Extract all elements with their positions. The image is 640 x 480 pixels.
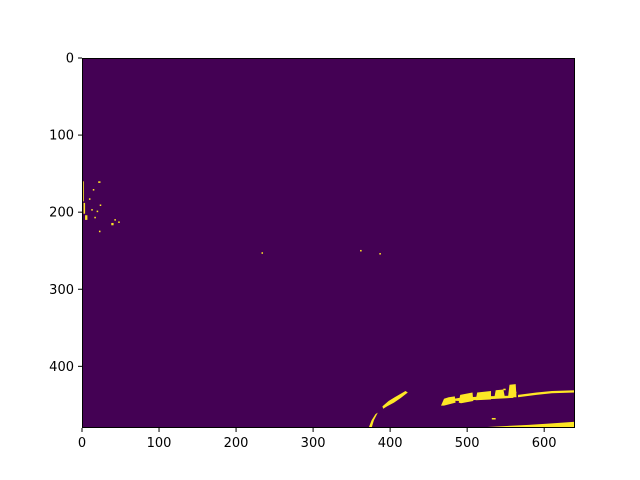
heatmap-cell-region-28 <box>491 417 496 420</box>
y-tick-label: 300 <box>49 283 74 298</box>
x-axis: 0 100 200 300 400 500 600 <box>78 428 557 451</box>
heatmap-cell-region-1 <box>83 202 86 214</box>
heatmap-cell-region-8 <box>98 181 101 183</box>
heatmap-regions <box>82 181 575 428</box>
x-tick-label: 500 <box>455 436 480 451</box>
heatmap-background <box>82 58 575 428</box>
heatmap-cell-region-3 <box>88 198 91 200</box>
heatmap-cell-region-24 <box>444 395 514 401</box>
heatmap-cell-region-18 <box>382 391 408 409</box>
heatmap-cell-region-2 <box>85 215 88 220</box>
y-tick-label: 400 <box>49 360 74 375</box>
heatmap-cell-region-16 <box>379 253 381 255</box>
y-tick-label: 100 <box>49 129 74 144</box>
heatmap-cell-region-25 <box>518 390 575 398</box>
heatmap-cell-region-5 <box>92 189 95 191</box>
x-tick-label: 400 <box>378 436 403 451</box>
y-axis: 0 100 200 300 400 <box>49 52 82 375</box>
heatmap-cell-region-15 <box>360 249 362 252</box>
x-tick-label: 200 <box>224 436 249 451</box>
heatmap-cell-region-14 <box>261 252 264 254</box>
heatmap-cell-region-6 <box>94 216 96 219</box>
x-tick-label: 0 <box>78 436 86 451</box>
heatmap-cell-region-23 <box>508 384 517 398</box>
plot-area <box>82 58 575 428</box>
heatmap-cell-region-7 <box>96 210 99 213</box>
x-tick-label: 600 <box>532 436 557 451</box>
heatmap-cell-region-0 <box>82 181 84 202</box>
heatmap-cell-region-26 <box>503 388 506 391</box>
heatmap-cell-region-27 <box>514 391 517 394</box>
y-tick-label: 0 <box>66 52 74 67</box>
heatmap-cell-region-9 <box>99 204 102 206</box>
heatmap-cell-region-12 <box>114 219 116 221</box>
x-tick-label: 300 <box>301 436 326 451</box>
heatmap-cell-region-19 <box>441 396 456 406</box>
heatmap-cell-region-29 <box>424 421 575 428</box>
x-tick-label: 100 <box>147 436 172 451</box>
plot-frame <box>82 58 575 428</box>
y-tick-label: 200 <box>49 206 74 221</box>
heatmap-cell-region-11 <box>111 222 114 226</box>
heatmap-cell-region-4 <box>91 209 93 211</box>
heatmap-cell-region-17 <box>368 412 378 428</box>
heatmap-cell-region-10 <box>98 230 101 233</box>
heatmap-cell-region-13 <box>118 221 120 223</box>
